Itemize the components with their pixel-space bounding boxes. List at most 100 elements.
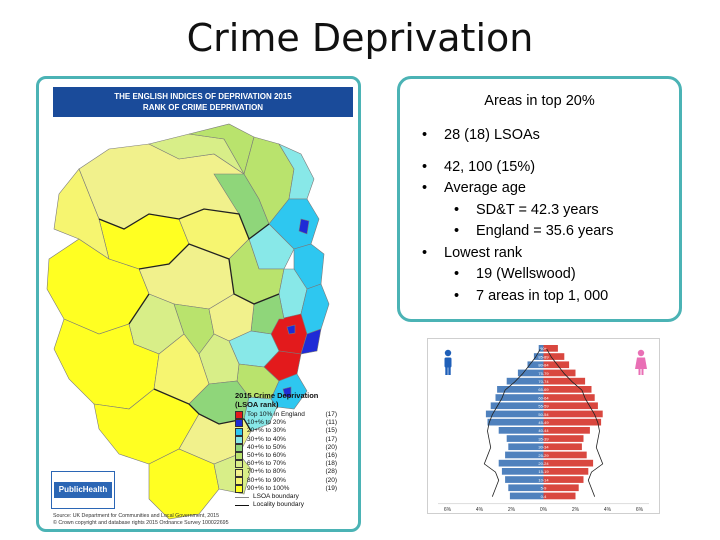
male-bar [487, 418, 544, 426]
age-band-label: 40-44 [538, 428, 549, 433]
legend-lsoa-boundary: LSOA boundary [235, 493, 355, 501]
bullet-icon: • [422, 244, 428, 261]
public-health-logo: PublicHealth [51, 471, 115, 509]
legend-swatch [235, 443, 243, 452]
list-item: • 42, 100 (15%) [422, 157, 613, 179]
female-bar [543, 345, 558, 352]
legend-item: 40+% to 50% (20) [235, 444, 355, 452]
map-region [286, 324, 296, 335]
bullet-icon: • [454, 266, 460, 282]
legend-swatch [235, 419, 243, 428]
male-bar [501, 468, 544, 475]
source-line2: © Crown copyright and database rights 20… [53, 519, 229, 526]
population-pyramid: 90+ 85-89 80-84 75-79 70-74 65-69 60-64 55-59 50… [427, 338, 660, 521]
legend-count: (11) [325, 419, 337, 427]
bullet-icon: • [422, 180, 428, 196]
list-item: • 28 (18) LSOAs [422, 125, 613, 147]
legend-label: 60+% to 70% [247, 460, 286, 468]
legend-locality-label: Locality boundary [253, 501, 304, 509]
male-bar [508, 443, 544, 451]
pyramid-chart: 90+ 85-89 80-84 75-79 70-74 65-69 60-64 55-59 50… [438, 345, 649, 521]
male-bar [498, 459, 544, 467]
legend-swatch [235, 468, 243, 477]
source-line1: Source: UK Department for Communities an… [53, 513, 220, 519]
legend-swatch [235, 411, 243, 420]
legend-label: 20+% to 30% [247, 427, 286, 435]
legend-count: (18) [325, 460, 337, 468]
age-band-label: 10-14 [538, 477, 549, 482]
legend-item: 30+% to 40% (17) [235, 436, 355, 444]
legend-label: 90+% to 100% [247, 484, 290, 492]
x-tick-label: 4% [604, 507, 612, 513]
population-text: 42, 100 (15%) [444, 158, 536, 175]
map-region [298, 218, 310, 235]
female-bar [543, 394, 595, 401]
male-bar [485, 410, 544, 418]
legend-label: 40+% to 50% [247, 443, 286, 451]
male-bar [490, 402, 544, 410]
age-band-label: 80-84 [538, 363, 549, 368]
female-bar [543, 418, 602, 426]
list-item: • Lowest rank [422, 243, 613, 265]
sdt-age-text: SD&T = 42.3 years [476, 201, 599, 218]
map-legend: 2015 Crime Deprivation (LSOA rank) Top 1… [235, 391, 355, 509]
legend-item: 20+% to 30% (15) [235, 427, 355, 436]
legend-subtitle: (LSOA rank) [235, 400, 279, 409]
england-male-line [483, 348, 541, 497]
legend-item: 90+% to 100% (19) [235, 485, 355, 493]
male-bar [508, 484, 544, 492]
age-band-label: 25-29 [538, 453, 549, 458]
legend-label: 70+% to 80% [247, 468, 286, 476]
legend-count: (17) [325, 435, 337, 443]
map-header-line2: RANK OF CRIME DEPRIVATION [142, 103, 264, 112]
male-bar [533, 353, 544, 360]
legend-item: Top 10% in England (17) [235, 411, 355, 420]
male-bar [506, 377, 544, 385]
legend-swatch [235, 476, 243, 485]
locality-line-icon [235, 504, 249, 506]
legend-label: 50+% to 60% [247, 452, 286, 460]
female-bar [543, 410, 603, 418]
legend-count: (16) [325, 452, 337, 460]
female-bar [543, 443, 582, 451]
list-item: • SD&T = 42.3 years [422, 200, 613, 222]
legend-item: 50+% to 60% (16) [235, 452, 355, 461]
female-bar [543, 402, 598, 410]
x-tick-label: 4% [476, 507, 484, 513]
male-bar [527, 361, 544, 369]
female-bar [543, 427, 590, 434]
age-band-label: 5-9 [541, 486, 548, 491]
deprivation-map [46, 123, 330, 520]
age-band-label: 45-49 [538, 420, 549, 425]
age-band-label: 70-74 [538, 379, 549, 384]
legend-swatch [235, 435, 243, 444]
age-band-label: 90+ [540, 346, 547, 351]
legend-label: 10+% to 20% [247, 419, 286, 427]
age-band-label: 15-19 [538, 469, 549, 474]
age-band-label: 0-4 [541, 494, 548, 499]
map-source: Source: UK Department for Communities an… [53, 513, 353, 526]
map-region [300, 328, 322, 355]
age-band-label: 85-89 [538, 354, 549, 359]
female-bar [543, 435, 584, 442]
stats-heading: Areas in top 20% [484, 93, 595, 109]
male-bar [509, 492, 544, 500]
map-region [282, 386, 292, 398]
legend-swatch [235, 484, 243, 493]
age-band-label: 60-64 [538, 395, 549, 400]
age-band-label: 35-39 [538, 436, 549, 441]
legend-count: (20) [325, 443, 337, 451]
male-icon [444, 349, 452, 375]
map-header: THE ENGLISH INDICES OF DEPRIVATION 2015 … [53, 87, 353, 117]
rank-value-text: 19 (Wellswood) [476, 266, 576, 282]
bullet-icon: • [454, 201, 460, 218]
logo-text: PublicHealth [54, 482, 112, 498]
male-bar [517, 369, 544, 377]
legend-item: 80+% to 90% (20) [235, 477, 355, 485]
female-bar [543, 369, 576, 377]
legend-item: 10+% to 20% (11) [235, 419, 355, 428]
age-band-label: 75-79 [538, 371, 549, 376]
bullet-icon: • [422, 127, 428, 143]
lsoas-text: 28 (18) LSOAs [444, 127, 540, 143]
legend-label: 30+% to 40% [247, 435, 286, 443]
